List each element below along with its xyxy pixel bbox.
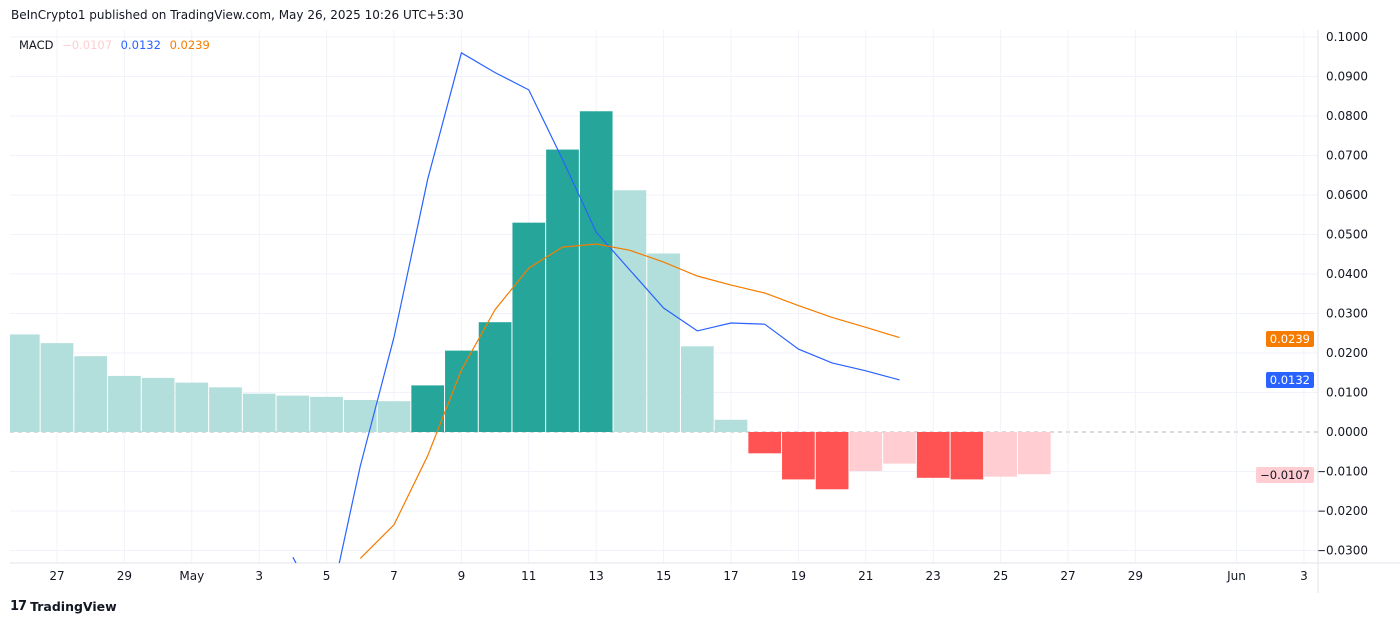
indicator-legend: MACD −0.0107 0.0132 0.0239 [19,38,215,52]
histogram-bar [310,396,343,432]
histogram-bar [984,432,1017,477]
histogram-bar [74,356,108,432]
y-tick-label: −0.0200 [1316,504,1368,518]
signal-price-tag: 0.0239 [1265,331,1314,347]
histogram-bar [613,190,647,432]
y-tick-label: 0.0400 [1326,267,1368,281]
x-tick-label: May [179,569,204,583]
histogram-bar [512,222,546,432]
histogram-bar [1017,432,1051,475]
histogram-bar [108,375,141,432]
histogram-bar [714,419,748,432]
y-tick-label: −0.0300 [1316,544,1368,558]
y-tick-label: 0.1000 [1326,30,1368,44]
y-tick-label: 0.0100 [1326,386,1368,400]
histogram-bar [40,343,74,432]
x-tick-label: Jun [1226,569,1246,583]
histogram-bar [680,346,714,432]
histogram-bar [748,432,782,454]
published-caption: BeInCrypto1 published on TradingView.com… [11,8,464,22]
y-tick-label: 0.0600 [1326,188,1368,202]
histogram-bar [175,382,209,432]
histogram-bar [209,387,242,432]
x-tick-label: 17 [723,569,738,583]
histogram-bar [916,432,950,478]
x-tick-label: 9 [458,569,466,583]
histogram-bar [10,334,40,432]
legend-histogram-value: −0.0107 [62,38,113,52]
histogram-bar [579,111,613,432]
macd-line [292,51,900,563]
histogram-bar [377,401,411,432]
x-tick-label: 5 [323,569,331,583]
y-tick-label: 0.0300 [1326,307,1368,321]
x-tick-label: 13 [589,569,604,583]
histogram-bar [343,400,377,432]
y-tick-label: 0.0800 [1326,109,1368,123]
legend-signal-value: 0.0239 [169,38,210,52]
histogram-bar [242,393,276,432]
tradingview-logo-icon: 17 [10,599,27,614]
y-tick-label: −0.0100 [1316,465,1368,479]
x-tick-label: 29 [1128,569,1143,583]
x-tick-label: 27 [1060,569,1075,583]
histogram-bar [546,149,579,432]
histogram-price-tag: −0.0107 [1256,467,1314,483]
histogram-bar [478,322,512,432]
x-tick-label: 21 [858,569,873,583]
x-tick-label: 27 [49,569,64,583]
histogram-bar [647,253,680,432]
y-tick-label: 0.0000 [1326,425,1368,439]
histogram-bar [883,432,916,464]
x-tick-label: 15 [656,569,671,583]
tradingview-logo[interactable]: 17 TradingView [10,599,117,614]
x-tick-label: 7 [390,569,398,583]
legend-title: MACD [19,38,54,52]
histogram-bar [815,432,849,490]
x-tick-label: 25 [993,569,1008,583]
histogram-bar [141,377,175,432]
x-tick-label: 23 [926,569,941,583]
histogram-bar [411,385,445,432]
x-tick-label: 3 [1300,569,1308,583]
y-tick-label: 0.0500 [1326,228,1368,242]
histogram-bar [782,432,815,480]
logo-text: TradingView [30,599,117,614]
histogram-bar [849,432,883,472]
x-tick-label: 11 [521,569,536,583]
x-tick-label: 29 [117,569,132,583]
x-tick-label: 3 [255,569,263,583]
y-tick-label: 0.0900 [1326,70,1368,84]
histogram-bar [445,350,478,432]
x-tick-label: 19 [791,569,806,583]
histogram-bar [950,432,984,480]
signal-line [359,243,900,559]
y-tick-label: 0.0700 [1326,149,1368,163]
histogram-bar [276,395,310,432]
legend-macd-value: 0.0132 [120,38,161,52]
macd-price-tag: 0.0132 [1265,372,1314,388]
y-tick-label: 0.0200 [1326,346,1368,360]
